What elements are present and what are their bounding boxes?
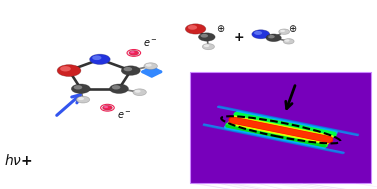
Circle shape — [124, 67, 132, 71]
Circle shape — [92, 55, 101, 60]
Circle shape — [198, 33, 215, 41]
Circle shape — [76, 96, 90, 103]
Circle shape — [254, 31, 262, 35]
Circle shape — [78, 97, 84, 100]
Text: $e^-$: $e^-$ — [117, 110, 132, 121]
Circle shape — [60, 66, 71, 71]
Circle shape — [121, 66, 140, 75]
Circle shape — [103, 105, 112, 110]
Circle shape — [279, 29, 290, 34]
Circle shape — [74, 85, 82, 89]
Circle shape — [109, 84, 129, 94]
Circle shape — [201, 34, 208, 38]
Circle shape — [188, 25, 197, 30]
Text: $\oplus$: $\oplus$ — [288, 23, 297, 34]
Circle shape — [90, 54, 110, 64]
Text: $h\nu$+: $h\nu$+ — [4, 153, 32, 168]
Circle shape — [268, 35, 275, 38]
Circle shape — [252, 30, 270, 39]
Circle shape — [285, 39, 290, 42]
Circle shape — [202, 44, 215, 50]
Circle shape — [57, 65, 81, 77]
Text: $\oplus$: $\oplus$ — [216, 23, 225, 34]
Circle shape — [104, 106, 108, 108]
Circle shape — [283, 39, 294, 44]
Circle shape — [130, 51, 135, 53]
FancyBboxPatch shape — [190, 72, 371, 183]
Circle shape — [185, 24, 206, 34]
Circle shape — [129, 50, 139, 55]
Circle shape — [133, 89, 146, 96]
Circle shape — [280, 30, 285, 32]
Text: $e^-$: $e^-$ — [143, 38, 158, 49]
Circle shape — [204, 44, 209, 47]
Text: +: + — [234, 31, 245, 44]
Circle shape — [71, 84, 90, 94]
Circle shape — [144, 63, 158, 70]
Circle shape — [112, 85, 120, 89]
Circle shape — [146, 64, 152, 67]
Circle shape — [266, 34, 281, 42]
Circle shape — [135, 90, 141, 93]
